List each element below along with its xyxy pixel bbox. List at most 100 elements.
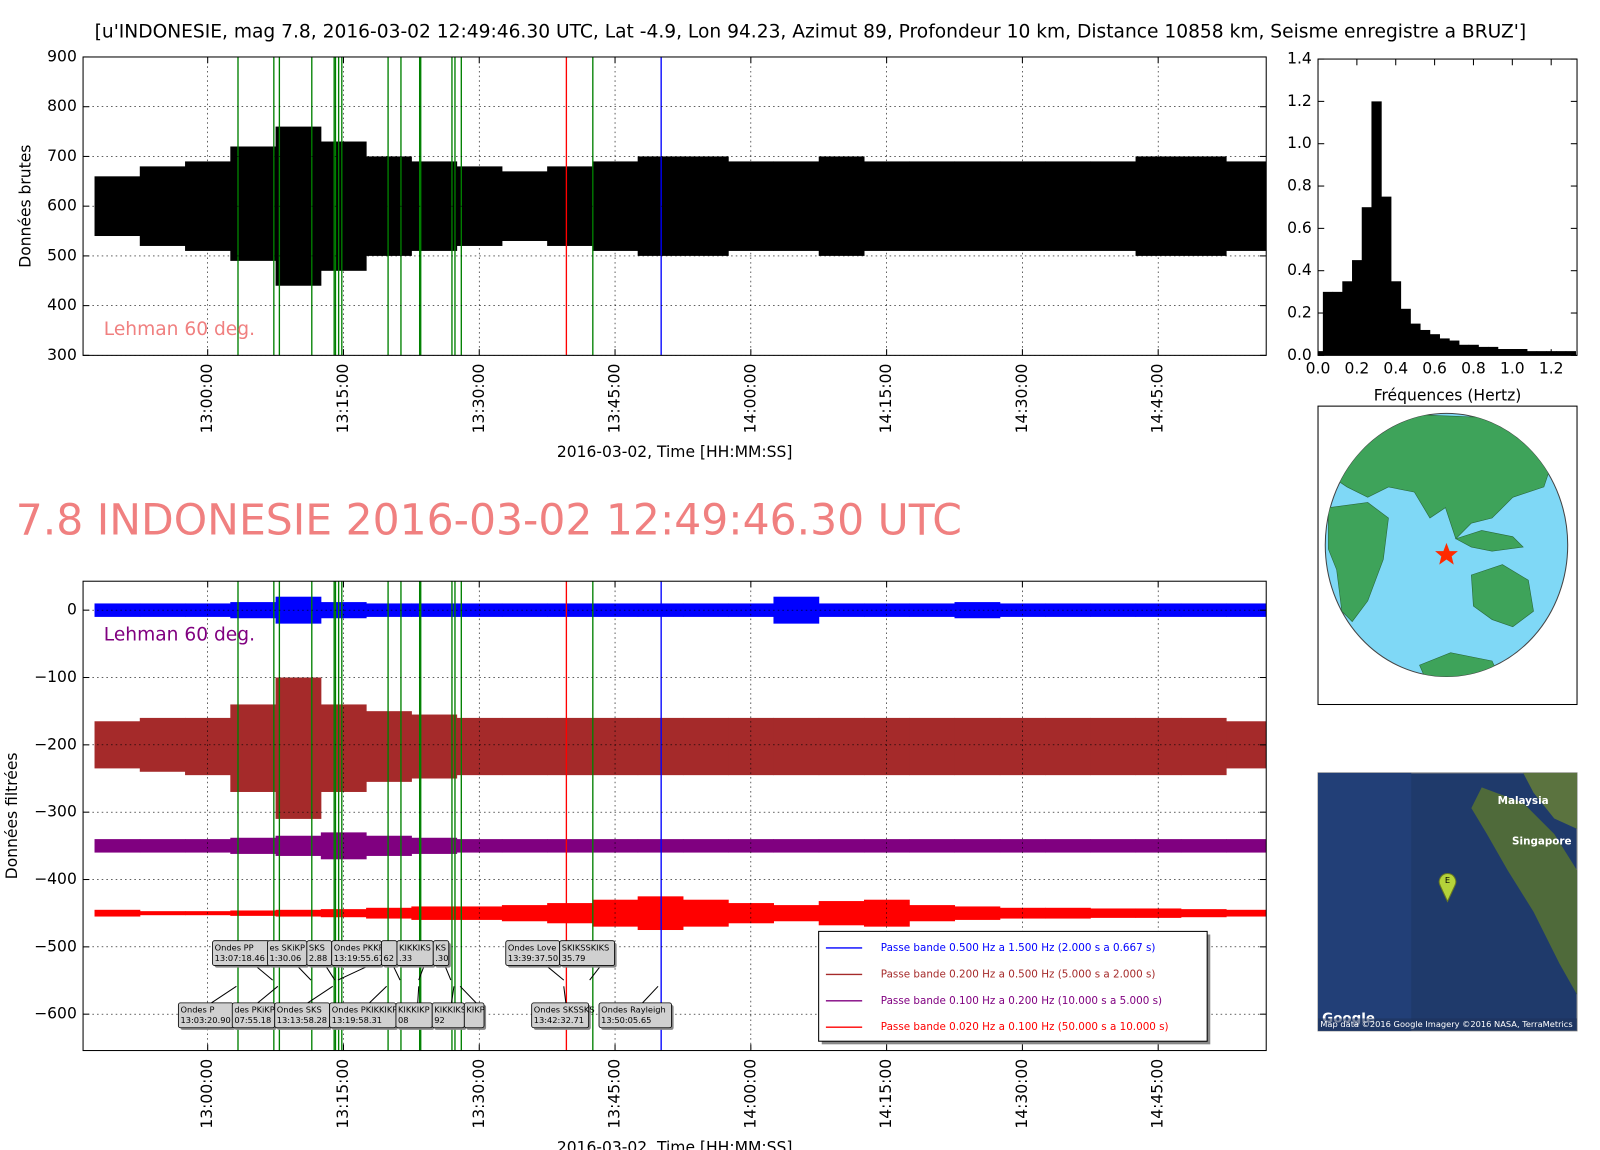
signal-envelope	[94, 721, 141, 769]
y-tick-label: 0.0	[1287, 346, 1312, 364]
y-tick-label: −300	[34, 803, 77, 821]
annotation-time: .33	[399, 953, 412, 963]
x-tick-label: 0.2	[1345, 359, 1370, 377]
plot-area	[1318, 101, 1576, 356]
map-deep	[1318, 772, 1412, 1031]
signal-envelope	[501, 603, 548, 617]
spectrum-bar	[1420, 329, 1431, 356]
x-tick-label: 13:45:00	[606, 1059, 624, 1129]
annotation-box	[559, 940, 615, 966]
signal-envelope	[1045, 907, 1091, 919]
signal-envelope	[1090, 603, 1137, 617]
y-tick-label: −500	[34, 937, 77, 955]
signal-envelope	[501, 905, 548, 922]
signal-envelope	[818, 839, 865, 853]
map-place: Malaysia	[1498, 795, 1549, 807]
annotation-arrow	[589, 965, 602, 981]
signal-envelope	[185, 839, 231, 853]
signal-envelope	[1135, 717, 1182, 776]
signal-envelope	[954, 717, 1001, 776]
signal-envelope	[547, 839, 593, 853]
signal-envelope	[411, 837, 458, 854]
annotation-label: SKS	[309, 942, 325, 952]
signal-envelope	[592, 717, 639, 776]
spectrum-bar	[1526, 351, 1538, 356]
land-islands	[1455, 530, 1524, 552]
annotation-label: KIKKIKS	[434, 1005, 466, 1015]
annotation-label: Ondes Love	[508, 942, 557, 952]
annotation-arrow	[307, 985, 334, 1004]
signal-envelope	[728, 839, 774, 853]
spectrum-bar	[1322, 291, 1334, 356]
annotation-arrow	[418, 965, 425, 981]
signal-envelope	[366, 907, 412, 919]
y-tick-label: −100	[34, 668, 77, 686]
signal-envelope	[1226, 161, 1267, 251]
signal-envelope	[818, 901, 865, 926]
spectrum-bar	[1332, 291, 1343, 356]
globe-land	[1325, 414, 1555, 677]
y-tick-label: 800	[47, 97, 77, 115]
spectrum-bar	[1565, 351, 1576, 356]
spectrum-bar	[1536, 351, 1547, 356]
spectrum-bar	[1449, 340, 1460, 356]
x-axis-label: 2016-03-02, Time [HH:MM:SS]	[557, 443, 793, 461]
signal-envelope	[366, 835, 412, 856]
spectrum-bar	[1400, 308, 1411, 356]
spectrum-bar	[1517, 349, 1528, 356]
y-tick-label: 700	[47, 147, 77, 165]
signal-envelope	[1226, 603, 1267, 617]
map-pin-label: E	[1445, 875, 1450, 885]
signal-envelope	[94, 603, 141, 617]
legend-label: Passe bande 0.200 Hz a 0.500 Hz (5.000 s…	[881, 968, 1156, 980]
x-tick-label: 0.6	[1422, 359, 1447, 377]
annotation-arrow	[337, 965, 370, 981]
x-axis-label: Fréquences (Hertz)	[1374, 386, 1522, 404]
map-attribution-bg	[1318, 1018, 1578, 1031]
annotation-box	[463, 1002, 485, 1029]
signal-envelope	[863, 839, 910, 853]
signal-envelope	[139, 911, 186, 916]
y-tick-label: 0.8	[1287, 177, 1312, 195]
spectrum-bar	[1318, 351, 1324, 356]
spectrum-bar	[1429, 334, 1440, 356]
signal-envelope	[818, 603, 865, 617]
y-axis-label: Données brutes	[17, 145, 35, 268]
signal-envelope	[275, 677, 322, 819]
x-tick-label: 13:30:00	[470, 364, 488, 434]
annotation-text: Lehman 60 deg.	[104, 319, 255, 340]
signal-envelope	[954, 602, 1001, 619]
signal-envelope	[1090, 839, 1137, 853]
annotation-box	[531, 1002, 590, 1029]
x-tick-label: 13:30:00	[470, 1059, 488, 1129]
x-tick-label: 13:45:00	[606, 364, 624, 434]
signal-envelope	[909, 717, 956, 776]
signal-envelope	[682, 717, 729, 776]
annotation-label: KIKKIKP	[398, 1005, 430, 1015]
annotation-arrow	[459, 985, 477, 1004]
plot-area	[94, 581, 1267, 1051]
annotation-arrow	[450, 986, 455, 1003]
map-pin	[1438, 873, 1457, 903]
x-axis-label: 2016-03-02, Time [HH:MM:SS]	[557, 1138, 793, 1150]
annotation-label: Ondes SKSSKS	[534, 1005, 595, 1015]
annotation-time: 2.88	[309, 953, 327, 963]
chart: 0.0 0.2 0.4 0.6 0.8 1.0 1.2 1.4 0.0 0.2 0.4 0.6 0.8 1…	[1287, 50, 1578, 404]
x-tick-label: 13:00:00	[198, 364, 216, 434]
annotation-label: KIKKIKS	[399, 942, 431, 952]
x-tick-label: 0.4	[1383, 359, 1408, 377]
signal-envelope	[863, 717, 910, 776]
phase-annotation: KIKP	[459, 985, 487, 1030]
annotation-arrow	[417, 986, 420, 1003]
signal-envelope	[230, 837, 277, 854]
annotation-arrow	[369, 985, 387, 1004]
x-tick-label: 14:15:00	[877, 1059, 895, 1129]
signal-envelope	[185, 717, 231, 776]
annotation-time: 13:42:32.71	[534, 1015, 584, 1025]
signal-envelope	[456, 717, 503, 776]
